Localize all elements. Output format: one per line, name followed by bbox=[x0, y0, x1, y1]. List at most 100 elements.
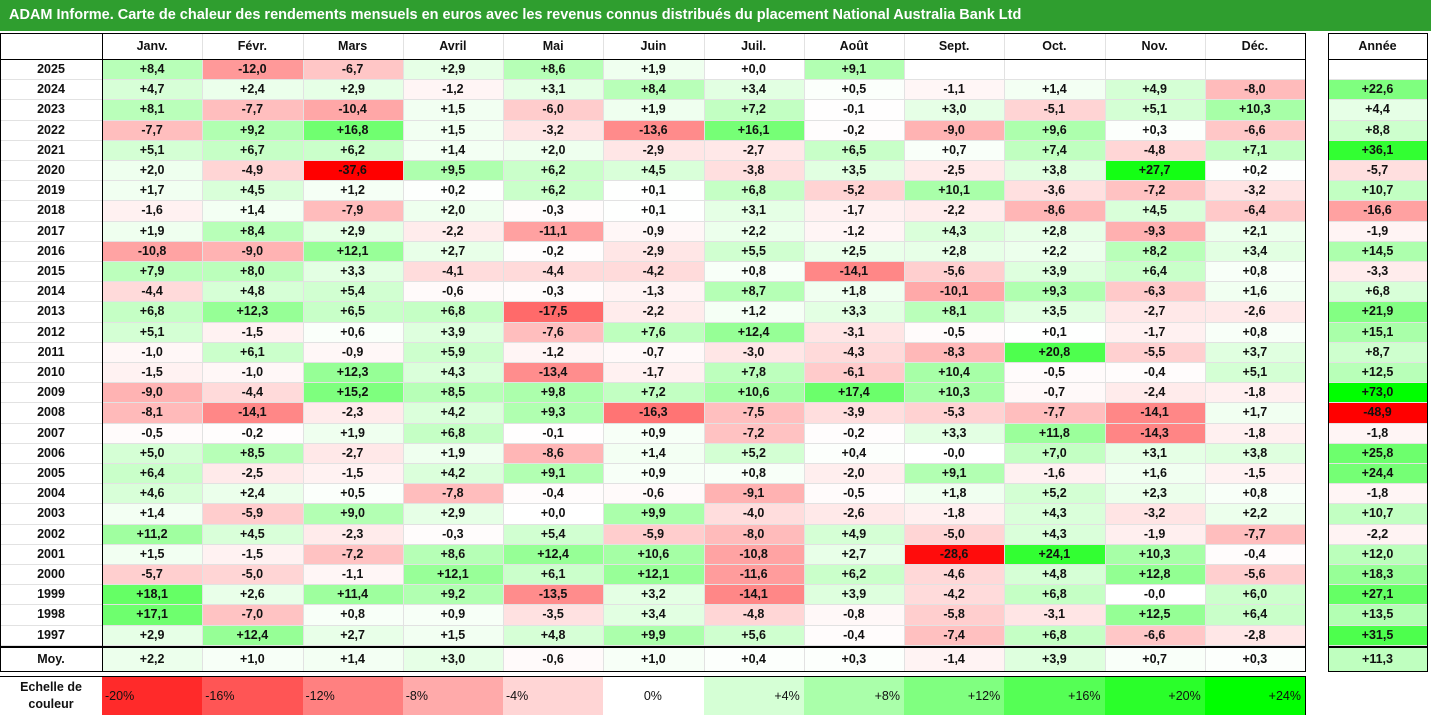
year-label: 2012 bbox=[37, 324, 65, 339]
color-scale-swatch: 0% bbox=[603, 677, 704, 715]
heatmap-cell: -0,1 bbox=[503, 422, 604, 443]
heatmap-cell: -6,6 bbox=[1204, 119, 1305, 140]
heatmap-cell bbox=[1004, 59, 1105, 80]
heatmap-cell: -0,5 bbox=[1004, 362, 1105, 383]
heatmap-cell: +3,3 bbox=[904, 422, 1005, 443]
annual-border bbox=[1328, 670, 1428, 672]
annual-cell: -1,8 bbox=[1328, 483, 1427, 504]
row-divider bbox=[1328, 463, 1427, 464]
color-scale-swatch: +20% bbox=[1104, 677, 1205, 715]
column-divider bbox=[603, 33, 605, 671]
heatmap-cell: +3,8 bbox=[1004, 160, 1105, 181]
heatmap-cell: +1,6 bbox=[1204, 281, 1305, 302]
heatmap-cell: -8,0 bbox=[703, 523, 804, 544]
heatmap-cell: +0,1 bbox=[603, 180, 704, 201]
color-scale-swatch: -20% bbox=[102, 677, 203, 715]
heatmap-cell: -7,7 bbox=[102, 119, 203, 140]
heatmap-cell: -3,0 bbox=[703, 341, 804, 362]
heatmap-cell: -1,2 bbox=[803, 220, 904, 241]
year-label: 2020 bbox=[37, 163, 65, 177]
heatmap-cell: +12,4 bbox=[703, 321, 804, 342]
average-cell: +3,9 bbox=[1004, 646, 1105, 671]
heatmap-cell: +20,8 bbox=[1004, 341, 1105, 362]
heatmap-cell: -5,9 bbox=[202, 503, 303, 524]
annual-cell: +27,1 bbox=[1328, 584, 1427, 605]
average-cell: +0,7 bbox=[1104, 646, 1205, 671]
heatmap-cell: +5,4 bbox=[503, 523, 604, 544]
heatmap-cell: +2,1 bbox=[1204, 220, 1305, 241]
row-divider bbox=[1328, 99, 1427, 101]
heatmap-cell: +0,4 bbox=[803, 442, 904, 463]
row-divider bbox=[1328, 584, 1427, 586]
heatmap-cell: -9,0 bbox=[904, 119, 1005, 140]
heatmap-cell: -28,6 bbox=[904, 543, 1005, 564]
column-divider bbox=[904, 33, 905, 671]
annual-cell: -16,6 bbox=[1328, 200, 1427, 221]
heatmap-cell bbox=[904, 59, 1005, 80]
row-divider bbox=[0, 160, 1305, 161]
heatmap-cell: +4,5 bbox=[603, 160, 704, 181]
heatmap-cell: +6,1 bbox=[503, 564, 604, 585]
heatmap-cell: +5,0 bbox=[102, 442, 203, 463]
heatmap-cell: +1,4 bbox=[102, 503, 203, 524]
heatmap-cell: -0,8 bbox=[803, 604, 904, 625]
row-divider bbox=[0, 422, 1305, 424]
heatmap-cell: +3,3 bbox=[302, 261, 403, 282]
heatmap-cell: +12,3 bbox=[202, 301, 303, 322]
heatmap-cell: +2,7 bbox=[803, 543, 904, 564]
heatmap-cell: -3,8 bbox=[703, 160, 804, 181]
heatmap-cell: -9,0 bbox=[102, 382, 203, 403]
average-cell: +1,4 bbox=[302, 646, 403, 671]
annual-cell: +8,7 bbox=[1328, 341, 1427, 362]
row-divider bbox=[0, 523, 1305, 525]
heatmap-cell: +12,1 bbox=[603, 564, 704, 585]
heatmap-cell: -14,1 bbox=[703, 584, 804, 605]
row-divider bbox=[1328, 200, 1427, 202]
heatmap-cell: -5,6 bbox=[904, 261, 1005, 282]
month-header: Nov. bbox=[1141, 39, 1168, 53]
heatmap-cell: +1,2 bbox=[703, 301, 804, 322]
row-divider bbox=[0, 321, 1305, 323]
heatmap-cell: +8,4 bbox=[603, 79, 704, 100]
heatmap-cell: +12,1 bbox=[402, 564, 503, 585]
heatmap-cell: +5,4 bbox=[302, 281, 403, 302]
heatmap-cell: +0,8 bbox=[703, 463, 804, 484]
heatmap-cell: +1,5 bbox=[402, 119, 503, 140]
heatmap-cell: -4,0 bbox=[703, 503, 804, 524]
heatmap-cell: -2,2 bbox=[904, 200, 1005, 221]
heatmap-cell: -1,6 bbox=[102, 200, 203, 221]
heatmap-cell: +8,0 bbox=[202, 261, 303, 282]
month-header: Mars bbox=[338, 39, 368, 53]
row-divider bbox=[0, 442, 1305, 444]
heatmap-cell: -2,5 bbox=[202, 463, 303, 484]
heatmap-cell: +6,5 bbox=[803, 139, 904, 160]
average-cell: -0,6 bbox=[503, 646, 604, 671]
row-divider bbox=[0, 220, 1305, 222]
year-label: 2016 bbox=[37, 243, 65, 258]
year-label: 2002 bbox=[37, 526, 65, 541]
heatmap-cell: -0,4 bbox=[1104, 362, 1205, 383]
column-divider bbox=[803, 33, 805, 671]
year-label: 2011 bbox=[37, 344, 65, 359]
scale-border bbox=[1305, 677, 1306, 715]
heatmap-cell: -6,6 bbox=[1104, 624, 1205, 645]
row-divider bbox=[0, 604, 1305, 606]
heatmap-cell: +7,0 bbox=[1004, 442, 1105, 463]
heatmap-cell: -5,8 bbox=[904, 604, 1005, 625]
heatmap-cell: +6,8 bbox=[402, 422, 503, 443]
heatmap-cell: -10,4 bbox=[302, 99, 403, 120]
heatmap-cell: +1,5 bbox=[402, 99, 503, 120]
color-scale-swatch: +24% bbox=[1204, 677, 1305, 715]
heatmap-cell: -14,1 bbox=[1104, 402, 1205, 423]
row-divider bbox=[0, 463, 1305, 464]
average-cell: +1,0 bbox=[603, 646, 704, 671]
annual-cell: +73,0 bbox=[1328, 382, 1427, 403]
heatmap-cell: -3,6 bbox=[1004, 180, 1105, 201]
heatmap-cell: +18,1 bbox=[102, 584, 203, 605]
heatmap-cell: +3,1 bbox=[503, 79, 604, 100]
heatmap-cell: -2,3 bbox=[302, 523, 403, 544]
heatmap-cell: +5,5 bbox=[703, 240, 804, 261]
heatmap-cell: -4,4 bbox=[202, 382, 303, 403]
heatmap-cell: +5,9 bbox=[402, 341, 503, 362]
heatmap-cell: -1,6 bbox=[1004, 463, 1105, 484]
